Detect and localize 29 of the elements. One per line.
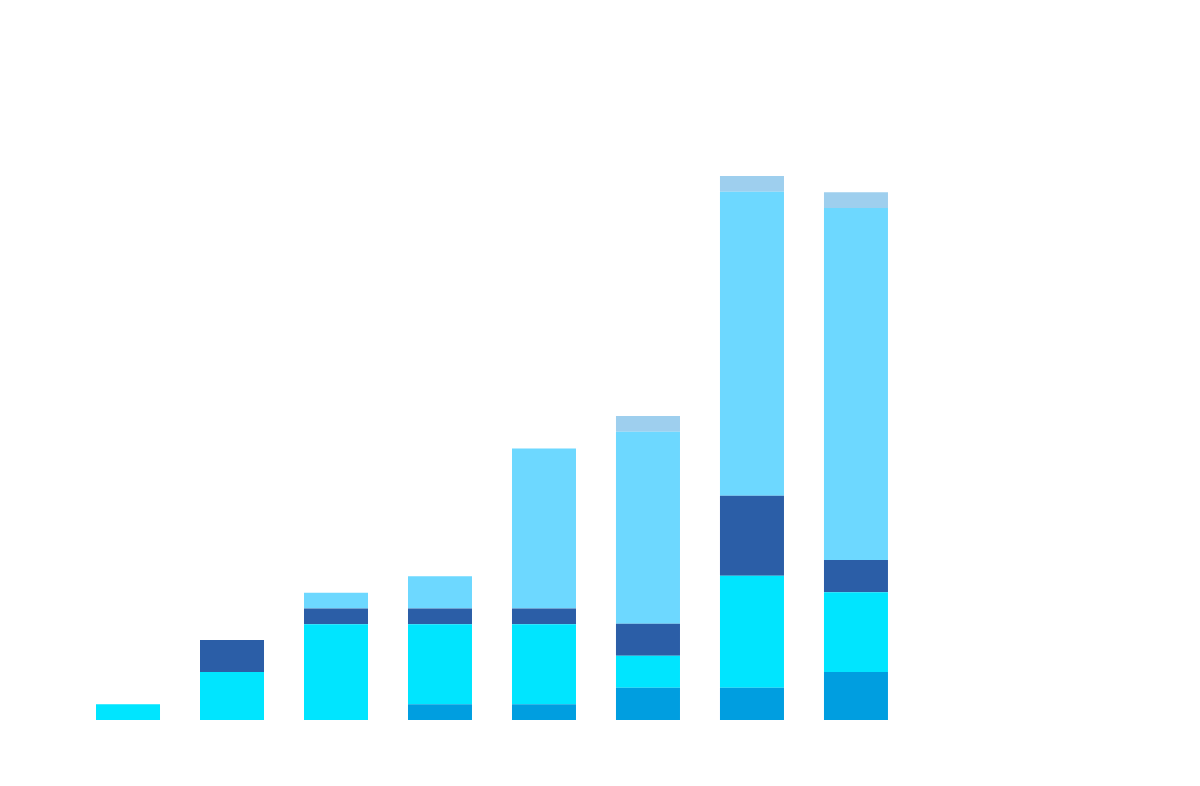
bar [719,176,784,192]
bar [408,704,472,720]
bar [615,431,680,624]
bar [719,191,784,496]
bar [304,608,368,625]
bar [304,624,368,720]
bar [408,576,472,609]
bar [96,704,161,720]
bar [719,495,784,576]
bar [304,592,368,609]
bar [823,192,888,209]
bar [511,624,576,705]
bar [719,687,784,720]
bar [511,448,576,609]
bar [408,624,472,705]
bar [823,560,888,593]
bar [615,687,680,720]
bar [615,623,680,656]
bar [719,575,784,688]
bar [823,592,888,673]
bar [823,672,888,720]
bar [200,640,265,673]
bar [511,608,576,625]
bar [615,655,680,688]
bar [823,208,888,561]
bar [615,415,680,432]
bar [200,672,265,720]
bar [408,608,472,625]
bar [511,704,576,720]
